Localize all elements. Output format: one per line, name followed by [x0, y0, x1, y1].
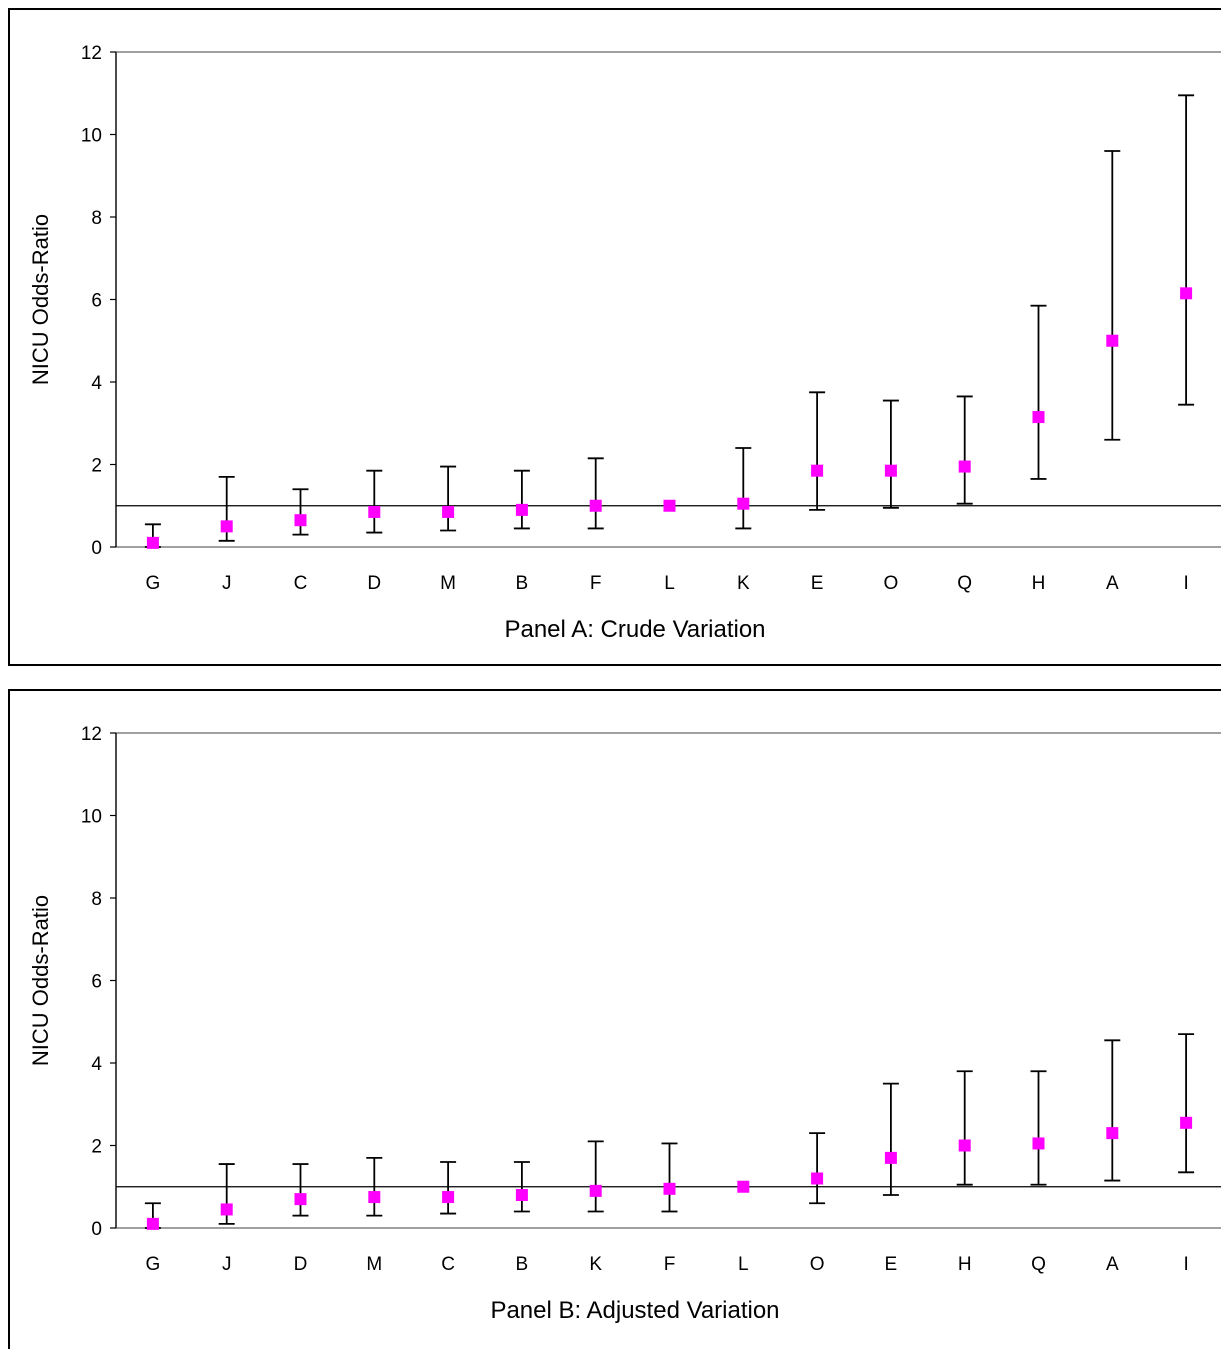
panel-b-point-H — [958, 1139, 971, 1152]
panel-a-x-tick-label-H: H — [1032, 573, 1046, 594]
panel-a-x-tick-label-E: E — [811, 573, 824, 594]
panel-a-y-tick-label: 2 — [91, 456, 102, 477]
panel-b-x-tick-label-C: C — [441, 1254, 455, 1275]
chart-panel-b: 0 2 4 6 8 10 12 NICU Odds-Ratio G J D M C B K F L O E H Q A I P… — [28, 724, 1221, 1324]
panel-b-x-tick-label-Q: Q — [1031, 1254, 1046, 1275]
panel-a-point-I — [1180, 287, 1193, 300]
panel-b-x-tick-label-M: M — [366, 1254, 382, 1275]
panel-b-x-tick-label-B: B — [516, 1254, 529, 1275]
panel-a-x-axis-title: Panel A: Crude Variation — [504, 616, 765, 643]
panel-b-point-Q — [1032, 1137, 1045, 1150]
panel-b-point-J — [220, 1203, 233, 1216]
panel-b-y-tick-label: 0 — [91, 1219, 102, 1240]
panel-a-point-O — [884, 464, 897, 477]
panel-b-point-O — [811, 1172, 824, 1185]
panel-a-y-tick-label: 8 — [91, 208, 102, 229]
panel-a-x-tick-label-D: D — [367, 573, 381, 594]
panel-a-y-tick-label: 10 — [81, 126, 102, 147]
panel-b-y-tick-label: 10 — [81, 807, 102, 828]
panel-a-x-tick-label-G: G — [146, 573, 161, 594]
panel-b-plot-frame — [115, 732, 1221, 1229]
panel-b-x-tick-label-I: I — [1183, 1254, 1188, 1275]
panel-b-x-tick-label-H: H — [958, 1254, 972, 1275]
panel-b-y-tick-label: 6 — [91, 972, 102, 993]
panel-a-y-tick-label: 12 — [81, 43, 102, 64]
panel-b-point-G — [146, 1217, 159, 1230]
panel-b-x-tick-label-D: D — [294, 1254, 308, 1275]
panel-b-point-E — [884, 1151, 897, 1164]
panel-a-plot-frame — [115, 51, 1221, 548]
panel-b-x-tick-label-A: A — [1106, 1254, 1119, 1275]
panel-b-point-M — [368, 1191, 381, 1204]
panel-b: 0 2 4 6 8 10 12 NICU Odds-Ratio G J D M C B K F L O E H Q A I P… — [8, 689, 1221, 1349]
panel-a-x-tick-label-B: B — [516, 573, 529, 594]
panel-a: 0 2 4 6 8 10 12 NICU Odds-Ratio G J C D M B F L K E O Q H A I P… — [8, 8, 1221, 666]
panel-a-point-D — [368, 505, 381, 518]
panel-a-x-tick-label-C: C — [294, 573, 308, 594]
panel-a-point-A — [1106, 334, 1119, 347]
panel-b-point-F — [663, 1182, 676, 1195]
panel-a-y-axis-title: NICU Odds-Ratio — [28, 214, 53, 385]
panel-a-x-tick-label-M: M — [440, 573, 456, 594]
panel-b-point-B — [515, 1189, 528, 1201]
panel-b-x-tick-label-J: J — [222, 1254, 232, 1275]
panel-a-point-Q — [958, 460, 971, 473]
panel-b-y-tick-label: 8 — [91, 889, 102, 910]
panel-b-x-tick-label-K: K — [589, 1254, 602, 1275]
panel-a-point-G — [146, 536, 159, 549]
panel-a-point-B — [515, 503, 528, 516]
panel-b-point-L — [737, 1180, 750, 1193]
panel-a-x-tick-label-O: O — [884, 573, 899, 594]
panel-a-y-tick-label: 0 — [91, 538, 102, 559]
panel-a-point-E — [811, 464, 824, 477]
panel-b-x-tick-label-E: E — [885, 1254, 898, 1275]
panel-b-y-tick-label: 4 — [91, 1054, 102, 1075]
panel-b-point-C — [442, 1191, 455, 1204]
panel-b-y-axis-title: NICU Odds-Ratio — [28, 895, 53, 1066]
panel-a-point-C — [294, 514, 307, 527]
panel-b-point-K — [589, 1184, 602, 1197]
panel-a-x-tick-label-K: K — [737, 573, 750, 594]
panel-a-x-tick-label-L: L — [664, 573, 675, 594]
panel-a-y-tick-label: 6 — [91, 291, 102, 312]
panel-b-point-A — [1106, 1127, 1119, 1140]
panel-a-point-J — [220, 520, 233, 533]
panel-b-point-I — [1180, 1116, 1193, 1129]
panel-b-x-tick-label-L: L — [738, 1254, 749, 1275]
panel-b-x-tick-label-O: O — [810, 1254, 825, 1275]
panel-a-x-tick-label-Q: Q — [957, 573, 972, 594]
chart-panel-a: 0 2 4 6 8 10 12 NICU Odds-Ratio G J C D M B F L K E O Q H A I P… — [28, 43, 1221, 643]
panel-a-point-M — [442, 505, 455, 518]
panel-a-point-H — [1032, 411, 1045, 424]
panel-a-point-L — [663, 499, 676, 512]
panel-a-point-F — [589, 499, 602, 512]
panel-b-x-tick-label-G: G — [146, 1254, 161, 1275]
panel-a-x-tick-label-I: I — [1183, 573, 1188, 594]
panel-a-x-tick-label-F: F — [590, 573, 602, 594]
panel-a-x-tick-label-J: J — [222, 573, 232, 594]
panel-b-x-axis-title: Panel B: Adjusted Variation — [490, 1297, 779, 1324]
panel-b-y-tick-label: 2 — [91, 1137, 102, 1158]
panel-b-point-D — [294, 1193, 307, 1206]
panel-b-x-tick-label-F: F — [664, 1254, 676, 1275]
panel-a-point-K — [737, 497, 750, 510]
panel-a-x-tick-label-A: A — [1106, 573, 1119, 594]
panel-a-y-tick-label: 4 — [91, 373, 102, 394]
panel-b-y-tick-label: 12 — [81, 724, 102, 745]
